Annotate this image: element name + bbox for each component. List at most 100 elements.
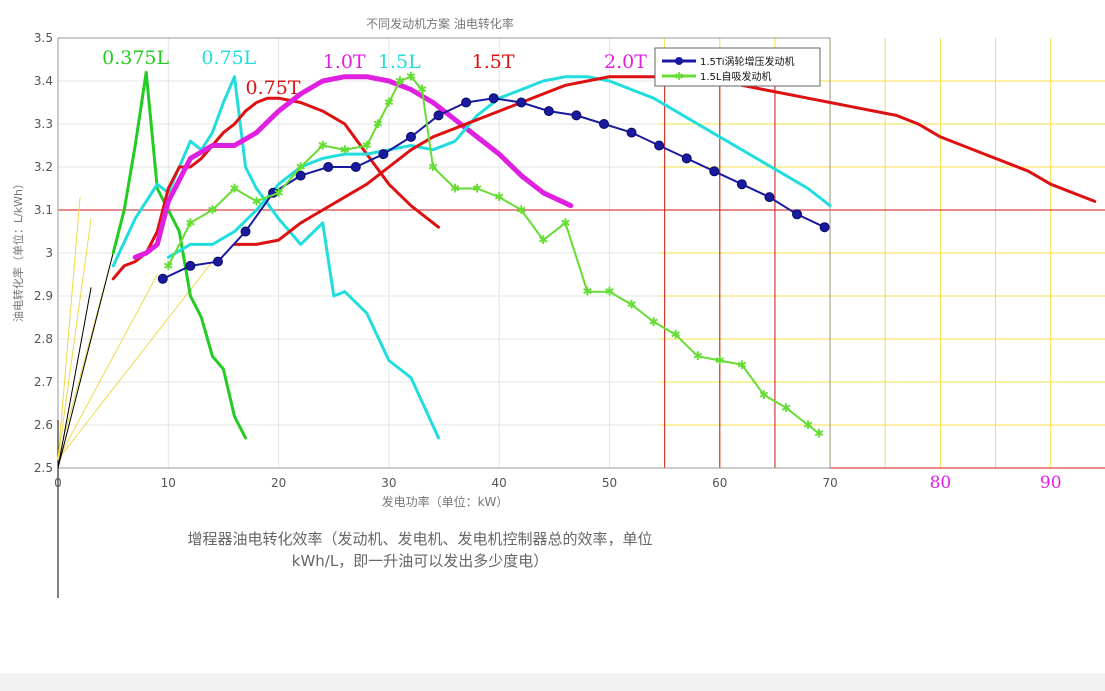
- x-tick-label-extended: 80: [930, 473, 952, 493]
- data-point: ✱: [538, 233, 548, 247]
- curve-0.75L: [111, 75, 440, 440]
- data-point: ✱: [494, 190, 504, 204]
- annotations: 0.375L 0.75L 0.75T 1.0T 1.5L 1.5T 2.0T: [102, 47, 647, 99]
- legend-label-natural: 1.5L自吸发动机: [700, 70, 771, 83]
- data-point: [433, 110, 444, 121]
- curve-1.0T: [132, 74, 574, 260]
- data-point: ✱: [814, 427, 824, 441]
- legend-marker-turbo: [675, 57, 683, 65]
- data-point: ✱: [560, 216, 570, 230]
- data-point: [405, 131, 416, 142]
- y-axis-label: 油电转化率（单位：L/kWh）: [11, 178, 25, 322]
- fan-line: [57, 261, 213, 460]
- data-point: ✱: [759, 388, 769, 402]
- data-point: ✱: [395, 74, 405, 88]
- axes: 0 10 20 30 40 50 60 70 80 90 2.5 2.6 2.7 2.8 2.9 3 3.1 3.…: [34, 31, 1062, 598]
- fan-line: [57, 218, 92, 460]
- data-point: ✱: [516, 203, 526, 217]
- data-point: ✱: [803, 418, 813, 432]
- grid: [58, 37, 1105, 469]
- data-point: ✱: [604, 285, 614, 299]
- y-tick-label: 2.5: [34, 461, 53, 475]
- data-point: [240, 226, 251, 237]
- data-point: [461, 97, 472, 108]
- y-tick-label: 3.1: [34, 203, 53, 217]
- data-point: ✱: [362, 139, 372, 153]
- data-point: [323, 162, 334, 172]
- data-point: [654, 140, 665, 151]
- y-tick-label: 3.5: [34, 31, 53, 45]
- legend: 1.5Ti涡轮增压发动机 ✱ 1.5L自吸发动机: [654, 47, 821, 87]
- data-point: [488, 93, 499, 104]
- caption: 增程器油电转化效率（发动机、发电机、发电机控制器总的效率，单位 kWh/L，即一…: [140, 528, 700, 572]
- fan-line: [57, 274, 158, 460]
- data-point: ✱: [373, 117, 383, 131]
- data-point: [598, 119, 609, 129]
- data-series: ✱✱✱✱✱✱✱✱ ✱ ✱✱✱✱ ✱✱✱✱ ✱✱✱✱✱✱ ✱✱✱✱✱ ✱ ✱✱✱✱✱: [157, 70, 830, 441]
- y-tick-label: 2.6: [34, 418, 53, 432]
- data-point: ✱: [417, 83, 427, 97]
- y-tick-label: 3.2: [34, 160, 53, 174]
- legend-label-turbo: 1.5Ti涡轮增压发动机: [700, 55, 794, 68]
- x-axis-label: 发电功率（单位：kW）: [382, 494, 509, 509]
- data-point: ✱: [450, 182, 460, 196]
- curve-0.75T: [111, 96, 440, 281]
- y-tick-label: 2.8: [34, 332, 53, 346]
- curve-label: 0.75T: [246, 77, 301, 99]
- data-point: ✱: [627, 298, 637, 312]
- data-point: [350, 162, 361, 172]
- data-point: ✱: [340, 143, 350, 157]
- data-point: ✱: [384, 96, 394, 110]
- data-point: ✱: [428, 160, 438, 174]
- data-point: ✱: [163, 259, 173, 273]
- curve-label: 1.5T: [472, 51, 515, 73]
- data-point: ✱: [274, 186, 284, 200]
- legend-box: [654, 47, 821, 87]
- data-point: ✱: [318, 139, 328, 153]
- data-point: [185, 260, 196, 271]
- data-point: ✱: [296, 160, 306, 174]
- data-point: [709, 166, 720, 177]
- data-point: ✱: [252, 194, 262, 208]
- y-tick-label: 2.7: [34, 375, 53, 389]
- data-point: [212, 256, 223, 267]
- data-point: ✱: [582, 285, 592, 299]
- x-tick-label: 0: [54, 476, 62, 490]
- curve-label: 1.0T: [323, 51, 366, 73]
- data-point: ✱: [737, 358, 747, 372]
- curve-label: 2.0T: [604, 51, 647, 73]
- data-point: ✱: [472, 182, 482, 196]
- data-point: [295, 170, 306, 181]
- fan-line: [57, 197, 81, 460]
- data-point: ✱: [715, 354, 725, 368]
- chart-title: 不同发动机方案 油电转化率: [366, 16, 514, 31]
- data-point: ✱: [693, 349, 703, 363]
- x-tick-label: 70: [822, 476, 837, 490]
- data-point: [819, 222, 830, 233]
- x-tick-label: 60: [712, 476, 727, 490]
- x-tick-label: 50: [602, 476, 617, 490]
- data-point: ✱: [406, 70, 416, 84]
- data-point: ✱: [781, 401, 791, 415]
- y-tick-label: 3.3: [34, 117, 53, 131]
- data-point: [792, 209, 803, 220]
- caption-line-2: kWh/L，即一升油可以发出多少度电）: [291, 552, 549, 570]
- data-point: ✱: [229, 182, 239, 196]
- series-line-1: [167, 75, 820, 435]
- curve-label: 0.375L: [102, 47, 169, 69]
- caption-line-1: 增程器油电转化效率（发动机、发电机、发电机控制器总的效率，单位: [187, 530, 653, 548]
- curve-label: 0.75L: [201, 47, 256, 69]
- data-point: ✱: [207, 203, 217, 217]
- data-point: [543, 106, 554, 117]
- x-tick-label: 20: [271, 476, 286, 490]
- curve-0.375L: [111, 70, 247, 440]
- data-point: [681, 153, 692, 164]
- data-point: [736, 179, 747, 190]
- data-point: ✱: [649, 315, 659, 329]
- data-point: [157, 273, 168, 284]
- fan-line-black: [57, 252, 114, 469]
- data-point: [516, 97, 527, 108]
- x-tick-label-extended: 90: [1040, 473, 1062, 493]
- y-tick-label: 3: [45, 246, 53, 260]
